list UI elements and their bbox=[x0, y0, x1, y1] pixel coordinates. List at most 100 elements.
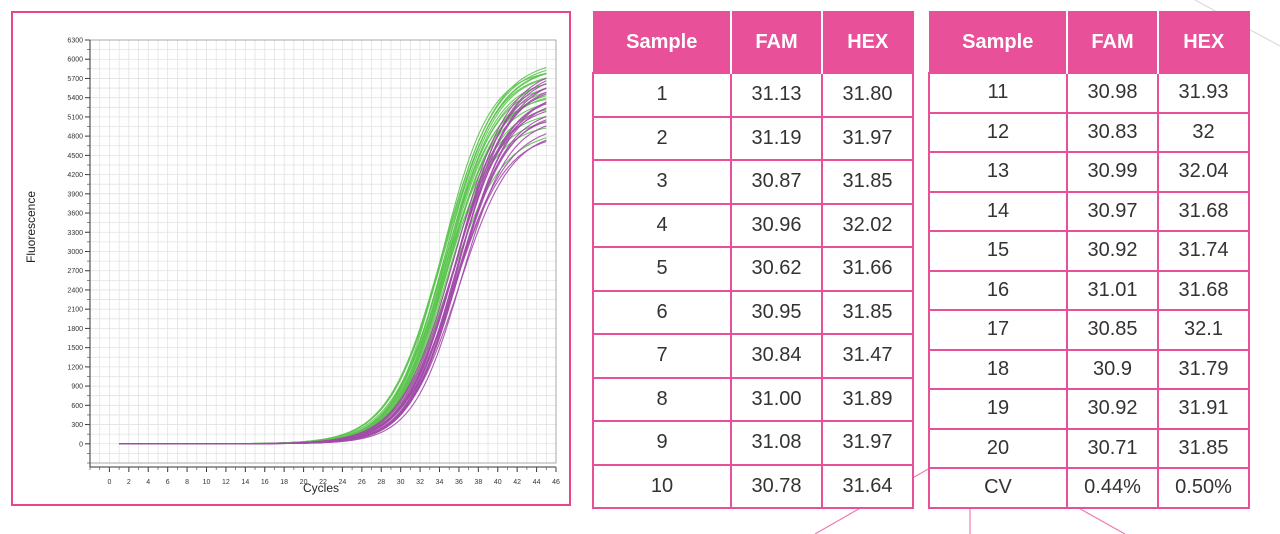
y-tick-label: 3900 bbox=[67, 191, 83, 198]
sample-cell: 19 bbox=[928, 388, 1068, 430]
hex-header: HEX bbox=[1157, 11, 1250, 74]
table-row: 17 30.85 32.1 bbox=[928, 309, 1250, 351]
hex-cell: 31.97 bbox=[821, 115, 914, 161]
x-tick-label: 14 bbox=[241, 479, 249, 486]
sample-cell: 4 bbox=[592, 202, 732, 248]
fam-cell: 30.92 bbox=[1066, 230, 1159, 272]
sample-cell: 20 bbox=[928, 427, 1068, 469]
table-row: 4 30.96 32.02 bbox=[592, 202, 914, 248]
table-row: 13 30.99 32.04 bbox=[928, 151, 1250, 193]
x-tick-label: 44 bbox=[533, 479, 541, 486]
chart-axes: 0300600900120015001800210024002700300033… bbox=[67, 38, 560, 487]
hex-cell: 31.68 bbox=[1157, 269, 1250, 311]
fam-cell: 30.62 bbox=[730, 246, 823, 292]
hex-series bbox=[119, 77, 547, 445]
fam-cell: 31.13 bbox=[730, 72, 823, 118]
sample-cell: 11 bbox=[928, 72, 1068, 114]
x-tick-label: 12 bbox=[222, 479, 230, 486]
fam-header: FAM bbox=[730, 11, 823, 74]
ct-table-samples-11-20: Sample FAM HEX 11 30.98 31.93 12 30.83 32 13 30… bbox=[928, 11, 1250, 509]
x-tick-label: 18 bbox=[280, 479, 288, 486]
table-row: 6 30.95 31.85 bbox=[592, 289, 914, 335]
table-row: 18 30.9 31.79 bbox=[928, 348, 1250, 390]
hex-cell: 0.50% bbox=[1157, 467, 1250, 509]
sample-cell: 6 bbox=[592, 289, 732, 335]
table-row: 20 30.71 31.85 bbox=[928, 427, 1250, 469]
sample-cell: 8 bbox=[592, 376, 732, 422]
sample-header: Sample bbox=[928, 11, 1068, 74]
y-tick-label: 3600 bbox=[67, 211, 83, 218]
fam-header: FAM bbox=[1066, 11, 1159, 74]
amplification-chart: 0 300 600 900 1200 1500 1800 2100 2400 2700 3000 33… bbox=[11, 11, 571, 506]
table-row: 19 30.92 31.91 bbox=[928, 388, 1250, 430]
y-tick-label: 1500 bbox=[67, 345, 83, 352]
table-row: 11 30.98 31.93 bbox=[928, 72, 1250, 114]
table-row: 3 30.87 31.85 bbox=[592, 159, 914, 205]
y-tick-label: 300 bbox=[71, 422, 83, 429]
hex-cell: 32.04 bbox=[1157, 151, 1250, 193]
fam-cell: 30.71 bbox=[1066, 427, 1159, 469]
table-row: 8 31.00 31.89 bbox=[592, 376, 914, 422]
sample-cell: 18 bbox=[928, 348, 1068, 390]
sample-cell: 14 bbox=[928, 190, 1068, 232]
sample-cell: 15 bbox=[928, 230, 1068, 272]
x-tick-label: 46 bbox=[552, 479, 560, 486]
x-tick-label: 28 bbox=[377, 479, 385, 486]
hex-header: HEX bbox=[821, 11, 914, 74]
x-tick-label: 4 bbox=[146, 479, 150, 486]
sample-header: Sample bbox=[592, 11, 732, 74]
fam-cell: 30.98 bbox=[1066, 72, 1159, 114]
table-row: 16 31.01 31.68 bbox=[928, 269, 1250, 311]
hex-cell: 31.68 bbox=[1157, 190, 1250, 232]
table-row: 15 30.92 31.74 bbox=[928, 230, 1250, 272]
y-tick-label: 0 bbox=[79, 441, 83, 448]
x-tick-label: 32 bbox=[416, 479, 424, 486]
table-row: 7 30.84 31.47 bbox=[592, 333, 914, 379]
hex-cell: 31.74 bbox=[1157, 230, 1250, 272]
fam-cell: 31.01 bbox=[1066, 269, 1159, 311]
fam-cell: 0.44% bbox=[1066, 467, 1159, 509]
x-tick-label: 26 bbox=[358, 479, 366, 486]
fam-cell: 31.19 bbox=[730, 115, 823, 161]
y-tick-label: 1800 bbox=[67, 326, 83, 333]
table-row: 12 30.83 32 bbox=[928, 111, 1250, 153]
ct-table-samples-1-10: Sample FAM HEX 1 31.13 31.80 2 31.19 31.97 3 30… bbox=[592, 11, 914, 509]
hex-cell: 31.97 bbox=[821, 420, 914, 466]
y-tick-label: 6300 bbox=[67, 38, 83, 45]
y-tick-label: 1200 bbox=[67, 364, 83, 371]
x-tick-label: 0 bbox=[107, 479, 111, 486]
y-tick-label: 3000 bbox=[67, 249, 83, 256]
hex-cell: 31.64 bbox=[821, 463, 914, 509]
sample-cell: 9 bbox=[592, 420, 732, 466]
hex-cell: 32.02 bbox=[821, 202, 914, 248]
sample-cell: 17 bbox=[928, 309, 1068, 351]
x-tick-label: 2 bbox=[127, 479, 131, 486]
table-row: 10 30.78 31.64 bbox=[592, 463, 914, 509]
x-tick-label: 22 bbox=[319, 479, 327, 486]
sample-cell: CV bbox=[928, 467, 1068, 509]
hex-cell: 31.47 bbox=[821, 333, 914, 379]
x-tick-label: 42 bbox=[513, 479, 521, 486]
hex-cell: 31.66 bbox=[821, 246, 914, 292]
hex-cell: 31.80 bbox=[821, 72, 914, 118]
x-tick-label: 38 bbox=[474, 479, 482, 486]
fam-cell: 30.9 bbox=[1066, 348, 1159, 390]
hex-cell: 31.85 bbox=[821, 289, 914, 335]
table-header-row: Sample FAM HEX bbox=[928, 11, 1250, 74]
y-tick-label: 3300 bbox=[67, 230, 83, 237]
y-tick-label: 600 bbox=[71, 403, 83, 410]
chart-svg: 0300600900120015001800210024002700300033… bbox=[24, 38, 560, 496]
sample-cell: 7 bbox=[592, 333, 732, 379]
x-tick-label: 6 bbox=[166, 479, 170, 486]
fam-cell: 30.99 bbox=[1066, 151, 1159, 193]
y-tick-label: 5700 bbox=[67, 76, 83, 83]
y-tick-label: 4800 bbox=[67, 134, 83, 141]
x-tick-label: 24 bbox=[339, 479, 347, 486]
fam-cell: 30.83 bbox=[1066, 111, 1159, 153]
hex-cell: 32 bbox=[1157, 111, 1250, 153]
x-tick-label: 30 bbox=[397, 479, 405, 486]
x-tick-label: 8 bbox=[185, 479, 189, 486]
sample-cell: 3 bbox=[592, 159, 732, 205]
sample-cell: 5 bbox=[592, 246, 732, 292]
table-row: 9 31.08 31.97 bbox=[592, 420, 914, 466]
